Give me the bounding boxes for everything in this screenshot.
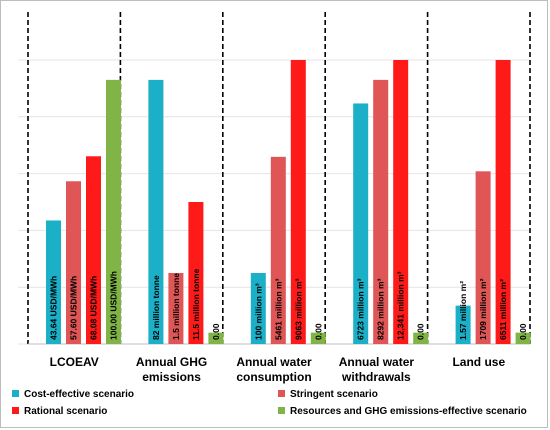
bar (250, 273, 266, 344)
bar (455, 305, 471, 344)
category-label: Annual GHG (136, 355, 207, 369)
bar (208, 332, 224, 344)
bar (515, 332, 531, 344)
bar (106, 79, 121, 344)
legend-swatch (278, 390, 285, 397)
bar-value-label: 57.60 USD/MWh (69, 276, 79, 340)
legend-swatch (12, 407, 19, 414)
bar-value-label: 12,341 million m³ (396, 271, 406, 340)
bar (168, 273, 184, 344)
bar-value-label: 100 million m³ (253, 283, 263, 340)
category-label: LCOEAV (50, 355, 99, 369)
bar-value-label: 1.57 million m² (458, 281, 468, 340)
bar (188, 202, 204, 344)
bar-value-label: 5461 million m³ (273, 278, 283, 340)
bar (86, 156, 101, 344)
category-label: consumption (236, 370, 311, 384)
bar-value-label: 8292 million m³ (376, 278, 386, 340)
bar (495, 60, 511, 344)
bar-value-label: 100.00 USD/MWh (109, 271, 119, 340)
bar-value-label: 11.5 million tonne (191, 268, 201, 340)
bar-value-label: 0.00 (518, 323, 528, 340)
bar-value-label: 1709 million m² (478, 278, 488, 340)
bar (475, 171, 491, 344)
category-label: Annual water (339, 355, 415, 369)
bar-value-label: 6511 million m² (498, 279, 508, 340)
bar-value-label: 0.00 (313, 323, 323, 340)
bar (270, 156, 286, 344)
bar-value-label: 6723 million m³ (356, 278, 366, 340)
bar-value-label: 1.5 million tonne (171, 273, 181, 340)
bar-value-label: 9063 million m³ (293, 278, 303, 340)
legend-swatch (12, 390, 19, 397)
bar (310, 332, 326, 344)
bar-value-label: 82 million tonne (151, 275, 161, 340)
legend-label: Cost-effective scenario (24, 389, 134, 400)
bar (148, 79, 164, 344)
legend-label: Stringent scenario (290, 389, 378, 400)
bar (393, 60, 409, 344)
bar-value-label: 0.00 (211, 323, 221, 340)
bar (66, 181, 81, 344)
bar-value-label: 43.64 USD/MWh (49, 276, 59, 340)
category-label: Land use (452, 355, 505, 369)
legend-label: Rational scenario (24, 406, 107, 417)
bar (353, 103, 369, 345)
bar (46, 220, 61, 344)
bar (373, 79, 389, 344)
category-label: Annual water (236, 355, 312, 369)
bar (290, 60, 306, 344)
legend-label: Resources and GHG emissions-effective sc… (290, 406, 527, 417)
category-label: emissions (142, 370, 201, 384)
bar-value-label: 68.08 USD/MWh (89, 276, 99, 340)
legend-swatch (278, 407, 285, 414)
bar (413, 332, 429, 344)
bar-value-label: 0.00 (416, 323, 426, 340)
category-label: withdrawals (341, 370, 411, 384)
